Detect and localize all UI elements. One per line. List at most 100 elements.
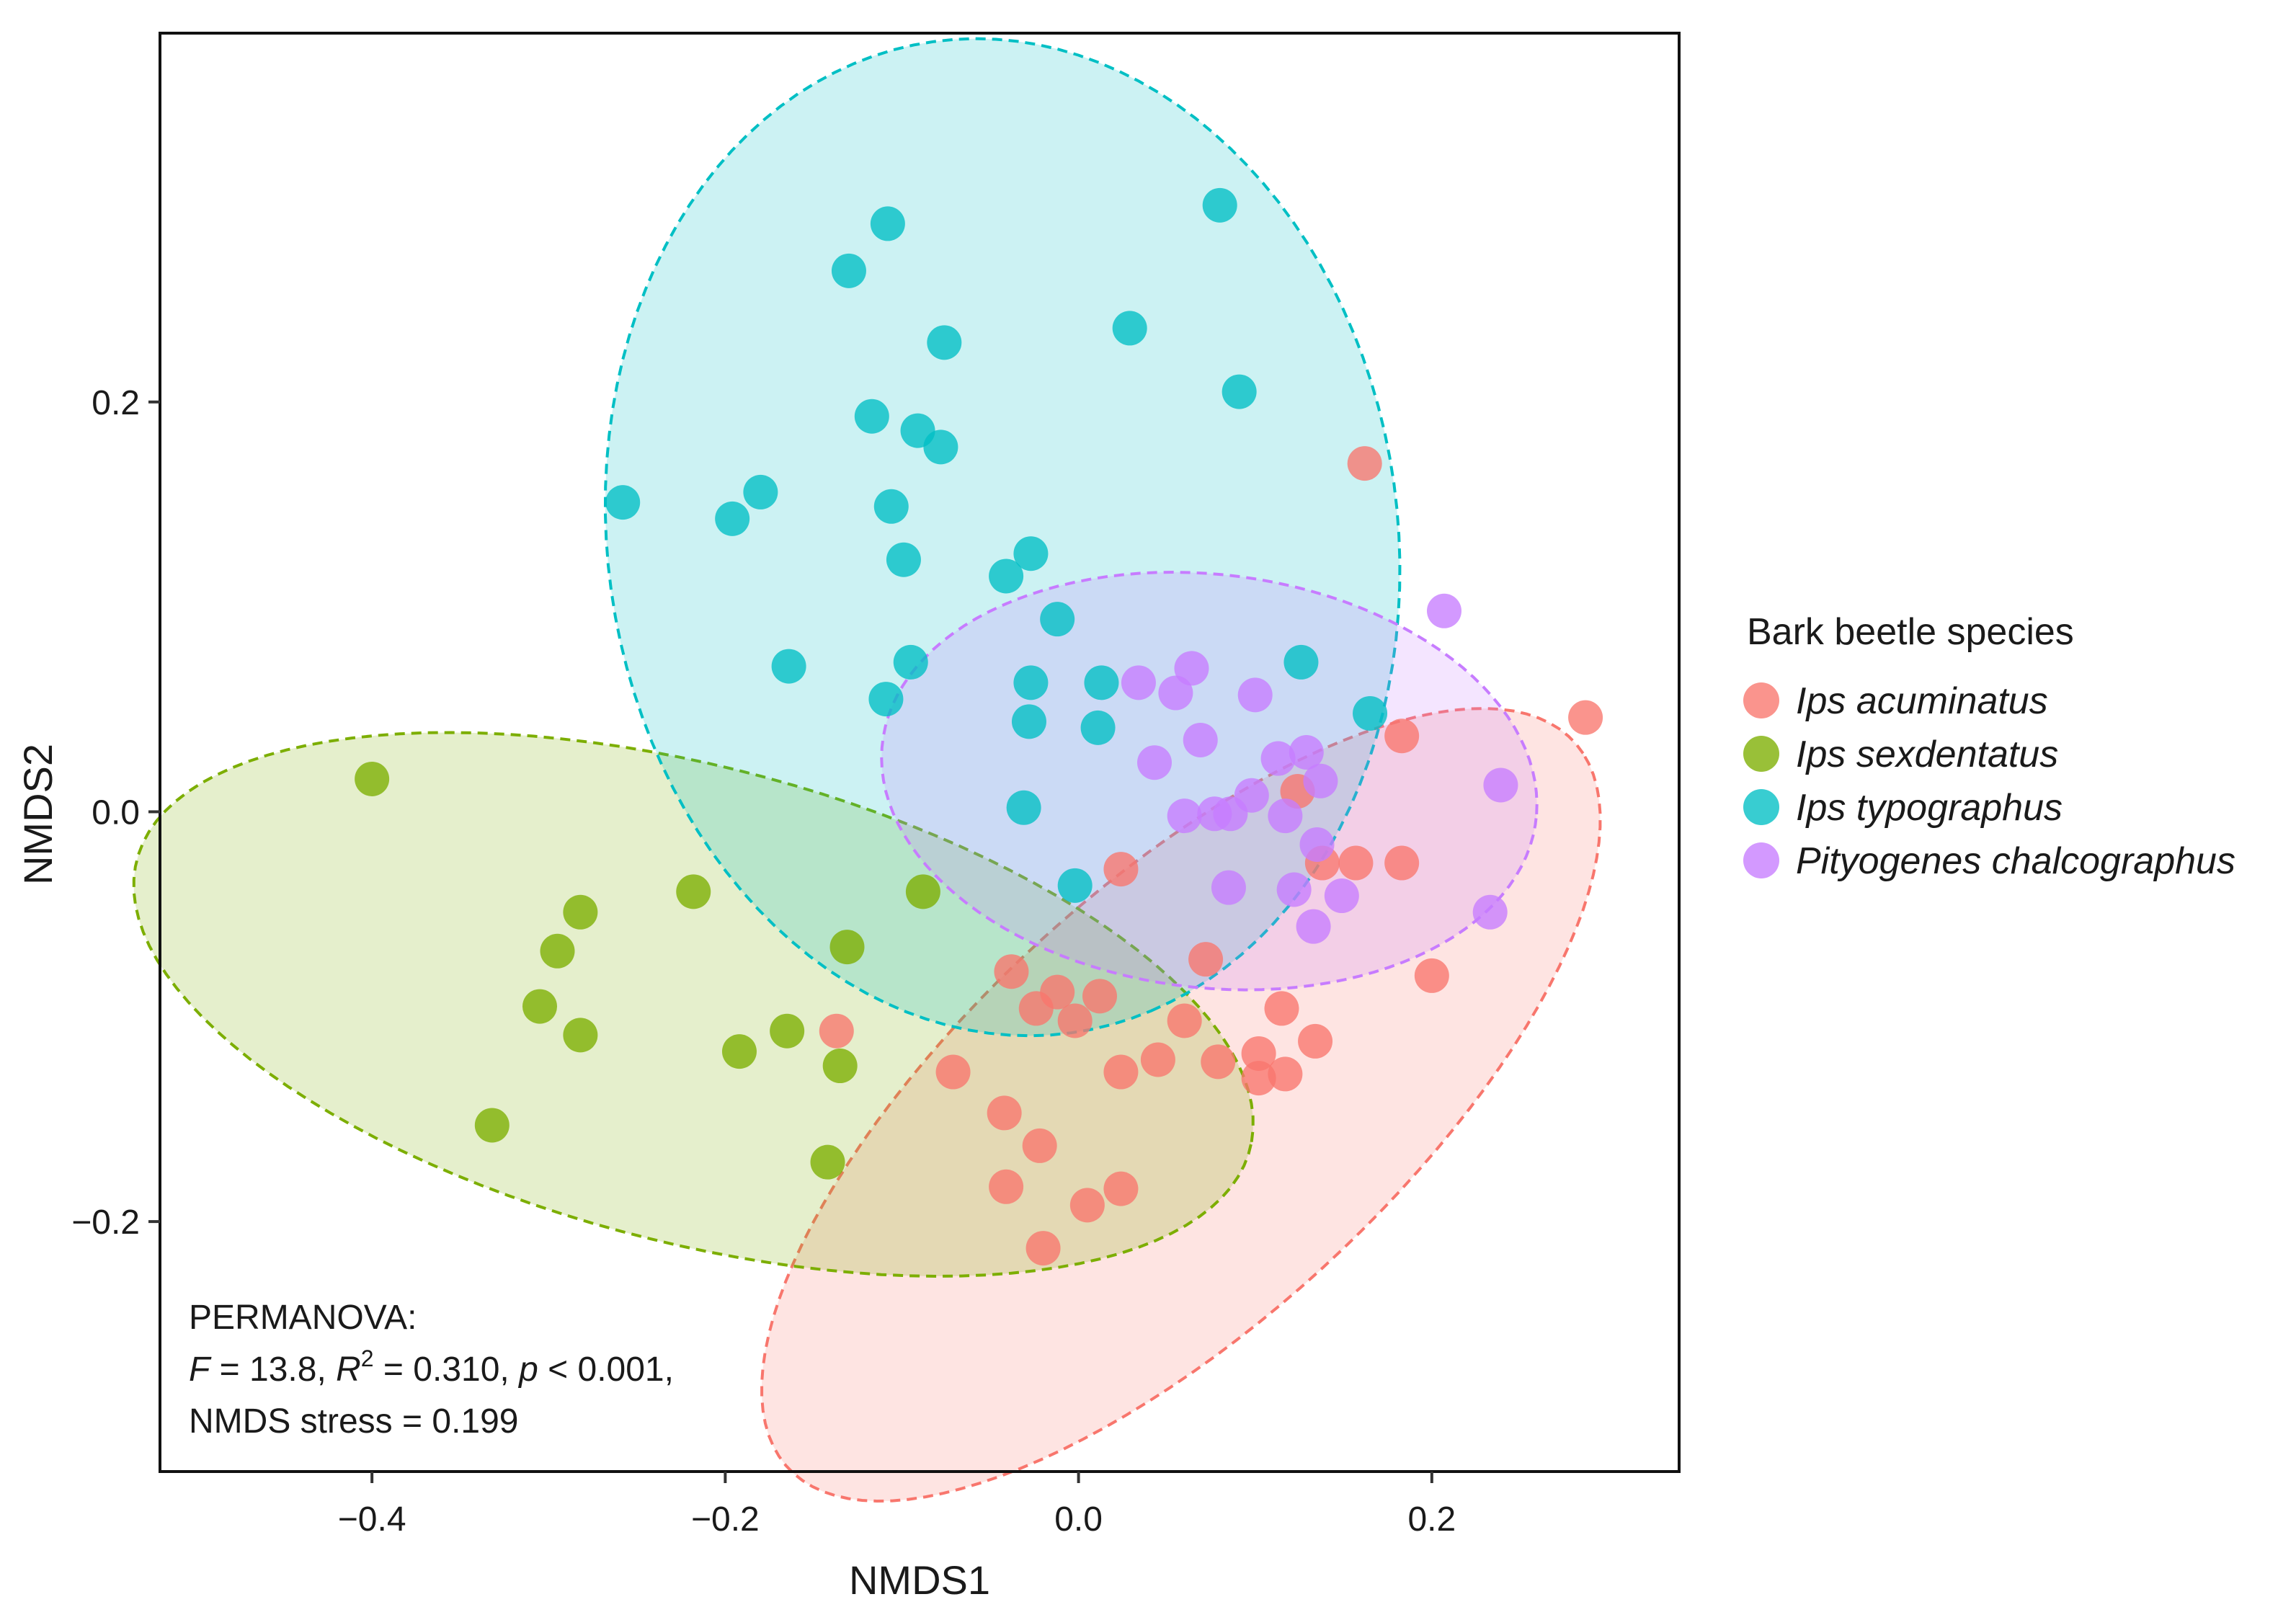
data-point-series-2 (1040, 602, 1075, 637)
y-axis: −0.2 0.0 0.2 NMDS2 (15, 384, 160, 1242)
confidence-ellipses (132, 37, 1602, 1503)
data-point-series-3 (1289, 735, 1324, 770)
data-point-series-2 (771, 649, 806, 684)
data-point-series-1 (905, 874, 940, 909)
legend-item: Ips typographus (1743, 787, 2063, 829)
r-superscript: 2 (361, 1345, 374, 1371)
ellipse-series-0 (760, 707, 1602, 1503)
data-point-series-3 (1211, 870, 1246, 905)
data-point-series-0 (1057, 1003, 1093, 1038)
data-point-series-3 (1276, 872, 1312, 907)
data-point-series-3 (1158, 675, 1193, 711)
data-point-series-3 (1183, 722, 1218, 757)
y-tick-label: 0.0 (92, 793, 140, 832)
data-point-series-0 (987, 1095, 1022, 1131)
data-point-series-3 (1472, 894, 1508, 930)
data-point-series-1 (563, 1018, 598, 1053)
plot-frame (159, 32, 1681, 1473)
data-point-series-0 (1241, 1061, 1276, 1096)
data-point-series-0 (1201, 1044, 1236, 1080)
x-tick-label: −0.2 (691, 1500, 760, 1539)
data-point-series-2 (831, 253, 866, 288)
legend-item: Ips acuminatus (1743, 680, 2048, 722)
data-point-series-3 (1268, 798, 1303, 834)
data-point-series-3 (1296, 909, 1331, 944)
data-point-series-2 (605, 485, 641, 520)
data-point-series-1 (474, 1108, 510, 1143)
data-point-series-0 (1103, 1171, 1139, 1206)
data-point-series-3 (1213, 796, 1248, 832)
data-point-series-2 (715, 501, 750, 536)
legend-label: Ips acuminatus (1796, 680, 2048, 722)
data-point-series-0 (1384, 845, 1420, 881)
legend-title: Bark beetle species (1747, 611, 2074, 653)
annotation-line-2: F = 13.8, R2 = 0.310, p < 0.001, (189, 1345, 674, 1389)
data-point-series-0 (994, 954, 1029, 989)
data-point-series-2 (886, 542, 921, 577)
data-point-series-2 (1202, 187, 1237, 223)
y-tick-label: −0.2 (71, 1203, 140, 1242)
data-point-series-1 (676, 874, 711, 909)
ellipse-series-1 (132, 731, 1255, 1278)
legend-label: Pityogenes chalcographus (1796, 840, 2235, 882)
legend-item: Ips sexdentatus (1743, 734, 2058, 775)
data-point-series-3 (1426, 593, 1461, 628)
data-point-series-0 (1025, 1231, 1061, 1266)
annotation-line-1: PERMANOVA: (189, 1299, 417, 1337)
data-point-series-3 (1121, 665, 1156, 700)
data-point-series-2 (1112, 311, 1147, 346)
data-point-series-3 (1174, 651, 1209, 686)
p-symbol: p (517, 1350, 538, 1389)
data-point-series-1 (522, 989, 557, 1024)
data-point-series-0 (1268, 1056, 1303, 1092)
data-point-series-2 (743, 474, 778, 509)
data-point-series-0 (1568, 700, 1603, 735)
data-point-series-0 (989, 1169, 1024, 1204)
data-point-series-2 (923, 430, 958, 465)
data-point-series-0 (1022, 1128, 1057, 1163)
legend-key (1743, 736, 1779, 772)
data-point-series-2 (854, 399, 889, 434)
data-point-series-0 (1188, 942, 1224, 977)
data-point-series-0 (1384, 718, 1420, 754)
data-point-series-3 (1167, 798, 1202, 834)
data-point-series-3 (1483, 767, 1518, 803)
data-point-series-3 (1299, 827, 1335, 862)
x-tick-label: 0.0 (1054, 1500, 1103, 1539)
data-point-series-1 (770, 1013, 805, 1049)
data-point-series-0 (1018, 991, 1054, 1026)
data-point-series-0 (1298, 1023, 1333, 1059)
y-tick-label: 0.2 (92, 384, 140, 422)
f-value: = 13.8, (210, 1350, 336, 1389)
legend-key (1743, 842, 1779, 878)
data-point-series-2 (1080, 710, 1116, 745)
data-point-series-1 (355, 761, 390, 796)
r-symbol: R (336, 1350, 361, 1389)
x-axis-title: NMDS1 (849, 1557, 990, 1603)
data-point-series-0 (1167, 1003, 1202, 1038)
data-point-series-2 (1353, 695, 1388, 731)
data-point-series-0 (1103, 852, 1139, 887)
data-points (355, 187, 1603, 1266)
data-point-series-2 (1084, 665, 1119, 700)
data-point-series-1 (829, 930, 865, 965)
data-point-series-3 (1237, 677, 1273, 713)
legend-item: Pityogenes chalcographus (1743, 840, 2235, 882)
data-point-series-2 (1222, 374, 1257, 409)
data-point-series-2 (989, 558, 1024, 594)
legend-label: Ips typographus (1796, 787, 2063, 829)
data-point-series-0 (819, 1013, 854, 1049)
data-point-series-0 (1347, 446, 1382, 481)
data-point-series-1 (822, 1049, 858, 1084)
data-point-series-2 (1013, 536, 1049, 571)
data-point-series-2 (1057, 868, 1093, 903)
data-point-series-0 (1241, 1036, 1276, 1071)
data-point-series-0 (1414, 958, 1449, 993)
data-point-series-2 (868, 682, 904, 717)
permanova-annotation: PERMANOVA: F = 13.8, R2 = 0.310, p < 0.0… (189, 1299, 674, 1441)
data-point-series-2 (870, 206, 905, 241)
data-point-series-0 (1338, 845, 1374, 881)
data-point-series-0 (935, 1054, 971, 1090)
data-point-series-2 (927, 325, 962, 360)
